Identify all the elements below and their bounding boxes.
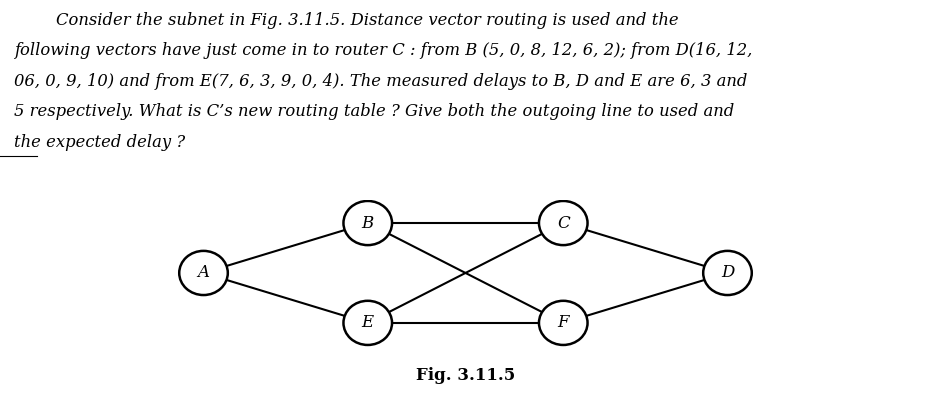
Ellipse shape [180, 251, 228, 295]
Text: A: A [197, 264, 209, 282]
Text: 06, 0, 9, 10) and from E(7, 6, 3, 9, 0, 4). The measured delays to B, D and E ar: 06, 0, 9, 10) and from E(7, 6, 3, 9, 0, … [14, 73, 748, 90]
Text: Fig. 3.11.5: Fig. 3.11.5 [416, 367, 515, 384]
Text: the expected delay ?: the expected delay ? [14, 134, 185, 151]
Ellipse shape [344, 301, 392, 345]
Ellipse shape [703, 251, 751, 295]
Text: D: D [721, 264, 735, 282]
Ellipse shape [539, 301, 587, 345]
Text: E: E [361, 314, 374, 331]
Text: Consider the subnet in Fig. 3.11.5. Distance vector routing is used and the: Consider the subnet in Fig. 3.11.5. Dist… [14, 12, 679, 29]
Text: 5 respectively. What is C’s new routing table ? Give both the outgoing line to u: 5 respectively. What is C’s new routing … [14, 103, 735, 120]
Ellipse shape [539, 201, 587, 245]
Text: following vectors have just come in to router C : from B (5, 0, 8, 12, 6, 2); fr: following vectors have just come in to r… [14, 42, 752, 59]
Ellipse shape [344, 201, 392, 245]
Text: C: C [557, 214, 570, 232]
Text: B: B [361, 214, 374, 232]
Text: F: F [558, 314, 569, 331]
